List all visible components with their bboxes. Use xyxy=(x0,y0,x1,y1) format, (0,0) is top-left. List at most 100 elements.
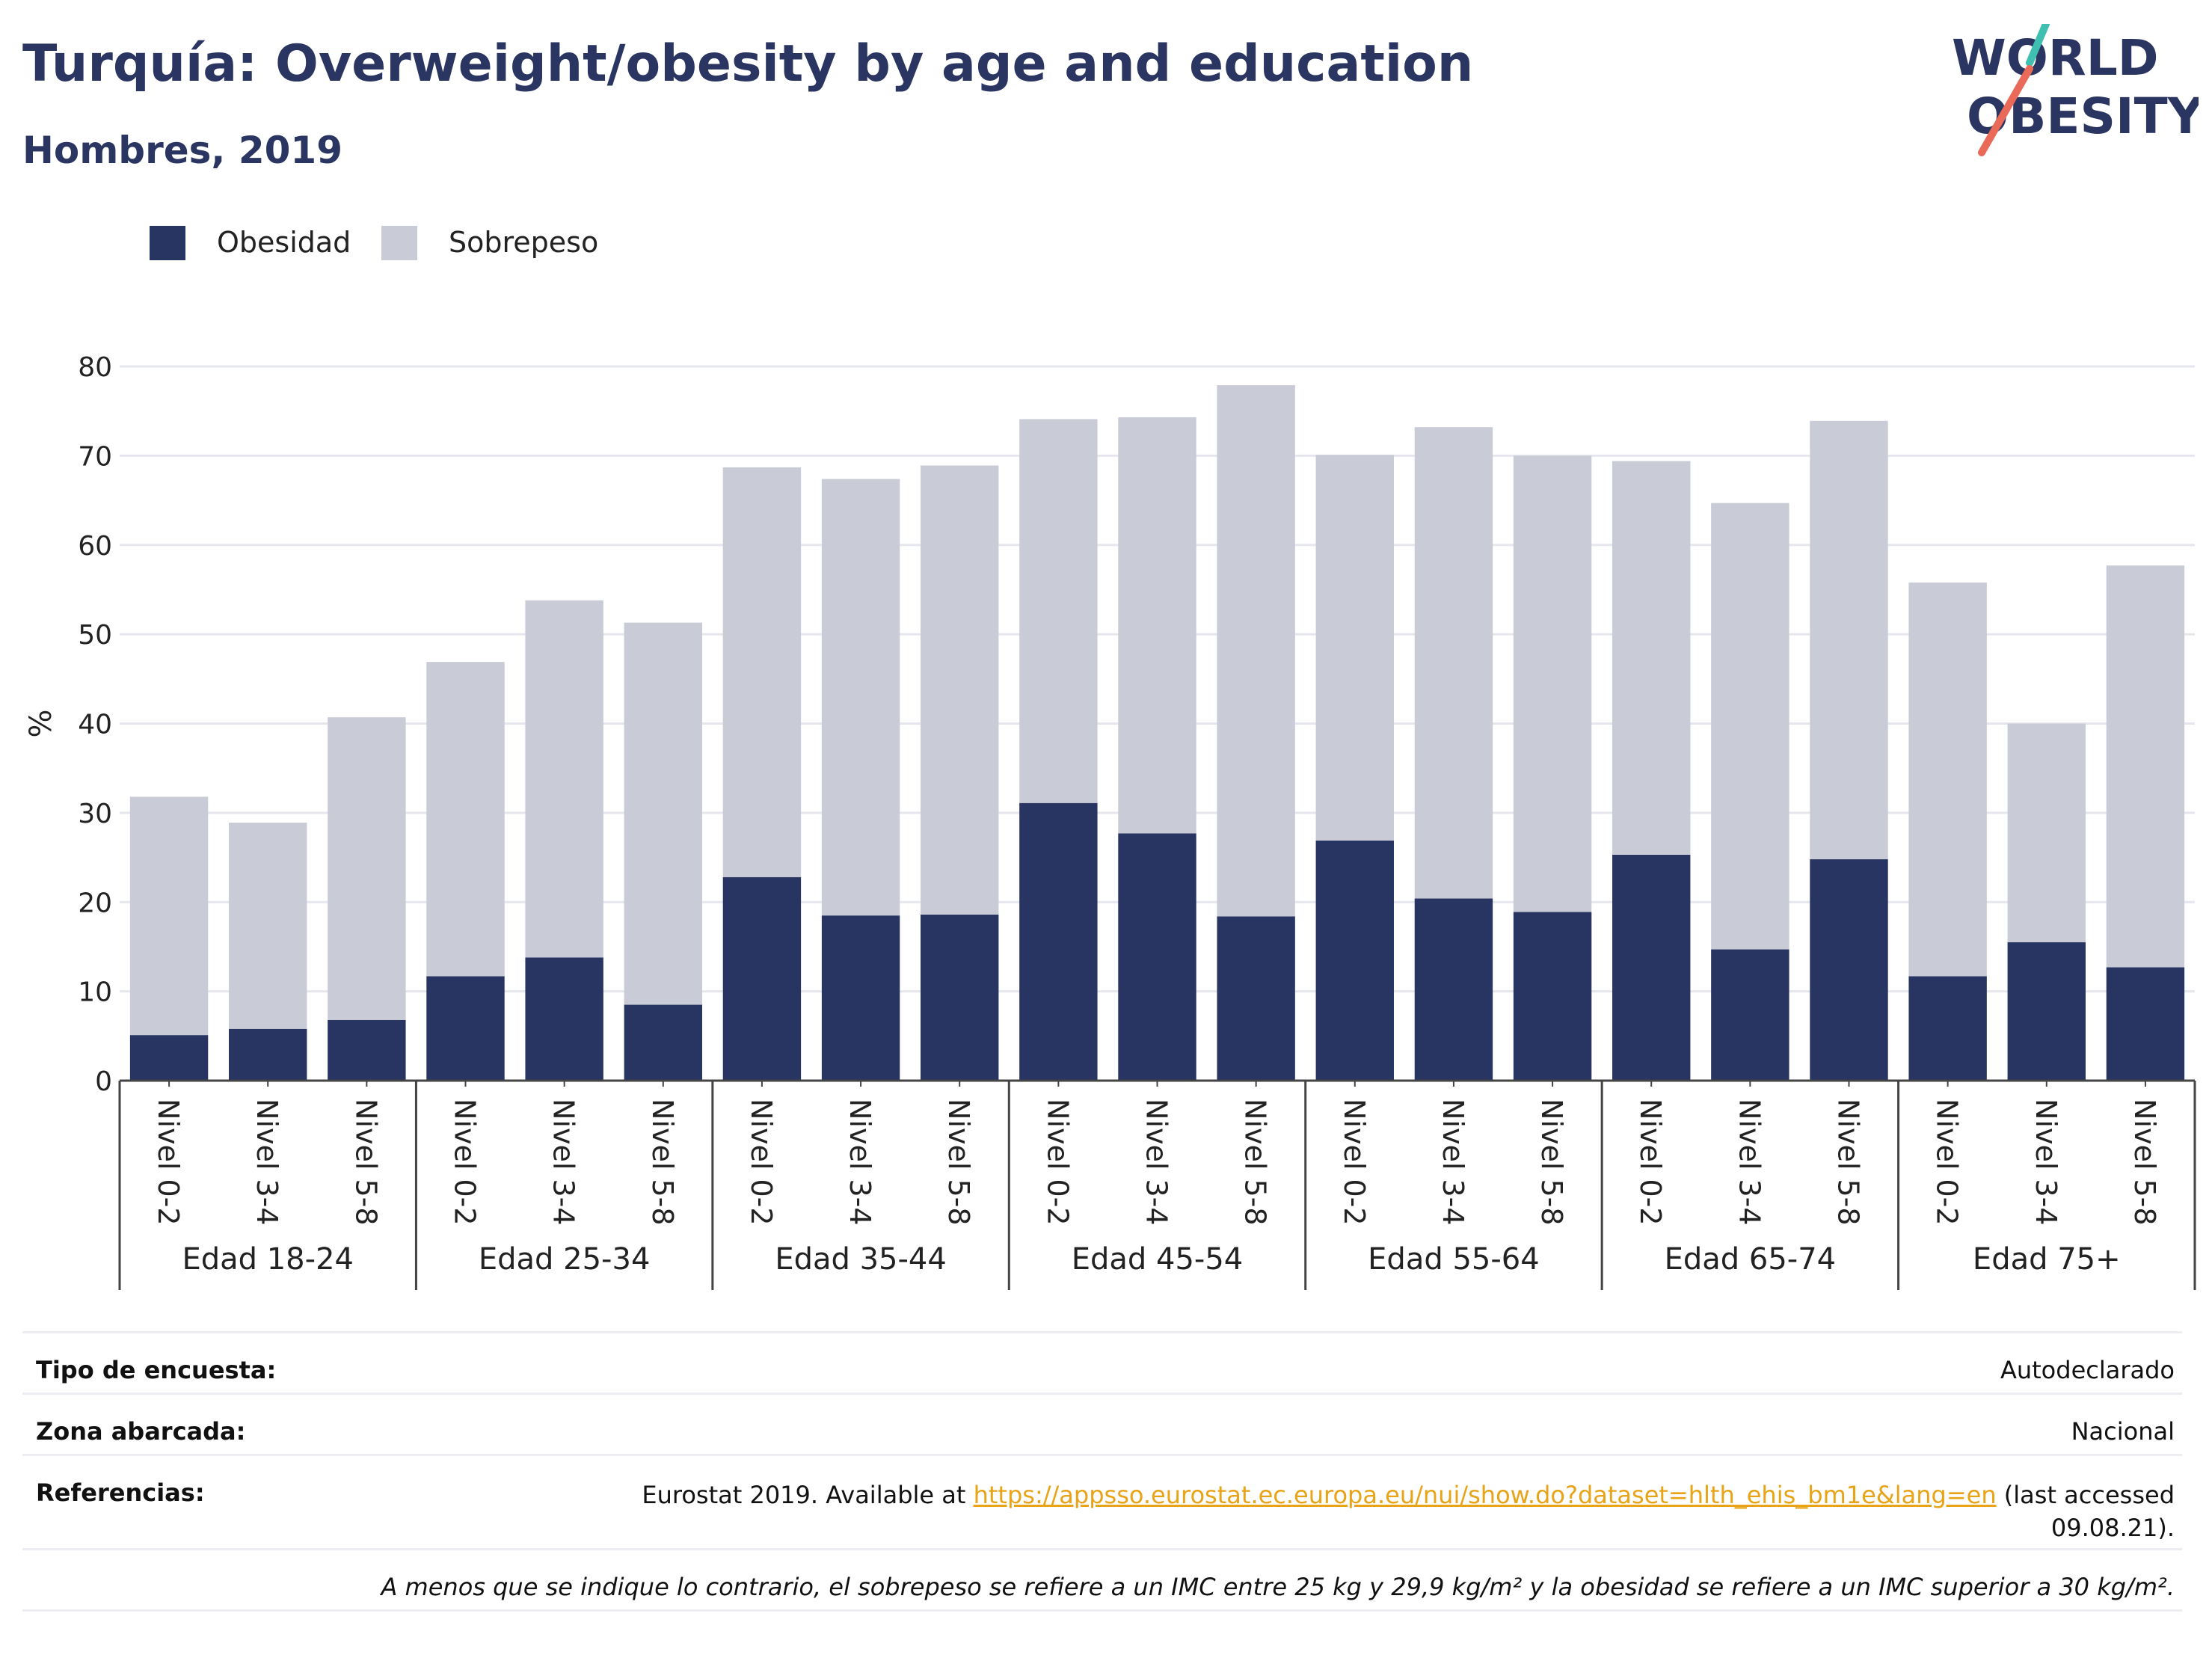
group-label: Edad 55-64 xyxy=(1368,1242,1540,1277)
group-label: Edad 18-24 xyxy=(182,1242,354,1277)
bar-overweight xyxy=(1118,417,1196,834)
bar-obesity xyxy=(624,1004,702,1081)
x-tick-label: Nivel 3-4 xyxy=(844,1099,876,1226)
bar-obesity xyxy=(525,957,603,1081)
bar-obesity xyxy=(2106,967,2185,1081)
x-tick-label: Nivel 0-2 xyxy=(152,1099,185,1226)
x-tick-label: Nivel 5-8 xyxy=(2128,1099,2161,1226)
group-label: Edad 75+ xyxy=(1973,1242,2121,1277)
group-label: Edad 35-44 xyxy=(775,1242,947,1277)
group-label: Edad 65-74 xyxy=(1665,1242,1837,1277)
bar-overweight xyxy=(624,622,702,1005)
x-tick-label: Nivel 3-4 xyxy=(1437,1099,1469,1226)
x-tick-label: Nivel 5-8 xyxy=(1832,1099,1865,1226)
y-tick-label: 40 xyxy=(78,710,112,740)
footnote: A menos que se indique lo contrario, el … xyxy=(381,1573,2175,1601)
x-tick-label: Nivel 0-2 xyxy=(1931,1099,1964,1226)
group-label: Edad 45-54 xyxy=(1072,1242,1244,1277)
x-tick-label: Nivel 3-4 xyxy=(2030,1099,2062,1226)
bar-overweight xyxy=(821,479,900,916)
logo-text-world: WORLD xyxy=(1952,29,2159,87)
group-label: Edad 25-34 xyxy=(479,1242,651,1277)
x-tick-label: Nivel 3-4 xyxy=(1733,1099,1766,1226)
bar-obesity xyxy=(1414,898,1493,1081)
legend-label-overweight: Sobrepeso xyxy=(449,226,599,259)
y-tick-label: 60 xyxy=(78,531,112,562)
page-title: Turquía: Overweight/obesity by age and e… xyxy=(22,34,1474,93)
y-tick-label: 30 xyxy=(78,799,112,829)
x-tick-label: Nivel 0-2 xyxy=(1041,1099,1074,1226)
bar-obesity xyxy=(426,976,505,1081)
bar-obesity xyxy=(1908,976,1987,1081)
bar-obesity xyxy=(129,1035,209,1081)
bar-overweight xyxy=(1315,455,1394,841)
area-value: Nacional xyxy=(2071,1417,2175,1446)
survey-type-value: Autodeclarado xyxy=(2000,1356,2175,1384)
stacked-bar-chart: 0 10 20 30 40 50 60 70 80% Nivel 0-2 Nivel 3-4 Nive… xyxy=(24,352,2196,1290)
bar-obesity xyxy=(1315,840,1394,1081)
bar-obesity xyxy=(2007,942,2086,1081)
y-tick-label: 50 xyxy=(78,620,112,651)
bar-obesity xyxy=(1217,916,1295,1081)
legend-swatch-overweight xyxy=(381,226,417,260)
x-tick-label: Nivel 3-4 xyxy=(251,1099,283,1226)
bar-overweight xyxy=(328,717,406,1020)
info-row-survey: Tipo de encuesta: Autodeclarado xyxy=(22,1331,2182,1393)
logo-slash-top xyxy=(2026,24,2050,67)
x-tick-label: Nivel 5-8 xyxy=(942,1099,975,1226)
legend-label-obesity: Obesidad xyxy=(217,226,351,259)
references-date: 09.08.21). xyxy=(2050,1514,2175,1542)
info-bottom-border xyxy=(22,1609,2182,1613)
bar-obesity xyxy=(921,914,999,1081)
bar-overweight xyxy=(229,823,307,1029)
bar-obesity xyxy=(1513,912,1592,1081)
y-axis-label: % xyxy=(24,709,58,737)
references-label: Referencias: xyxy=(36,1479,205,1507)
bar-overweight xyxy=(1810,420,1888,859)
bar-obesity xyxy=(1118,833,1196,1081)
references-link[interactable]: https://appsso.eurostat.ec.europa.eu/nui… xyxy=(973,1481,1997,1509)
bar-overweight xyxy=(2007,723,2086,942)
bar-overweight xyxy=(426,662,505,977)
x-tick-label: Nivel 5-8 xyxy=(349,1099,382,1226)
x-tick-label: Nivel 0-2 xyxy=(1338,1099,1371,1226)
info-row-area: Zona abarcada: Nacional xyxy=(22,1393,2182,1455)
y-tick-label: 80 xyxy=(78,352,112,383)
x-tick-label: Nivel 5-8 xyxy=(1239,1099,1272,1226)
x-tick-label: Nivel 0-2 xyxy=(1634,1099,1667,1226)
references-value: Eurostat 2019. Available at https://apps… xyxy=(642,1479,2175,1544)
logo-slash-bottom xyxy=(1978,65,2033,156)
bar-overweight xyxy=(2106,565,2185,968)
bar-overweight xyxy=(722,467,802,877)
bar-overweight xyxy=(1612,461,1691,855)
bar-overweight xyxy=(921,465,999,915)
bar-overweight xyxy=(129,796,209,1036)
bar-overweight xyxy=(1217,385,1295,917)
bar-obesity xyxy=(1711,949,1789,1081)
x-tick-label: Nivel 0-2 xyxy=(745,1099,778,1226)
bar-obesity xyxy=(1019,802,1098,1081)
x-tick-label: Nivel 5-8 xyxy=(1535,1099,1568,1226)
info-row-references: Referencias: Eurostat 2019. Available at… xyxy=(22,1454,2182,1549)
page-subtitle: Hombres, 2019 xyxy=(22,129,342,172)
bar-obesity xyxy=(229,1028,307,1081)
bar-obesity xyxy=(722,876,802,1081)
bar-obesity xyxy=(821,915,900,1081)
bar-overweight xyxy=(1513,455,1592,912)
y-tick-label: 20 xyxy=(78,888,112,918)
area-label: Zona abarcada: xyxy=(36,1417,246,1446)
bar-overweight xyxy=(1711,503,1789,950)
bar-overweight xyxy=(1019,419,1098,803)
bar-overweight xyxy=(1908,582,1987,977)
x-tick-label: Nivel 5-8 xyxy=(646,1099,679,1226)
bar-overweight xyxy=(1414,427,1493,899)
bar-obesity xyxy=(328,1019,406,1081)
references-prefix: Eurostat 2019. Available at xyxy=(642,1481,974,1509)
x-tick-label: Nivel 3-4 xyxy=(1140,1099,1173,1226)
info-table: Tipo de encuesta: Autodeclarado Zona aba… xyxy=(22,1331,2182,1615)
x-tick-label: Nivel 3-4 xyxy=(547,1099,580,1226)
x-tick-label: Nivel 0-2 xyxy=(449,1099,482,1226)
bar-obesity xyxy=(1810,859,1888,1081)
references-suffix: (last accessed xyxy=(1996,1481,2175,1509)
y-tick-label: 0 xyxy=(95,1066,112,1097)
